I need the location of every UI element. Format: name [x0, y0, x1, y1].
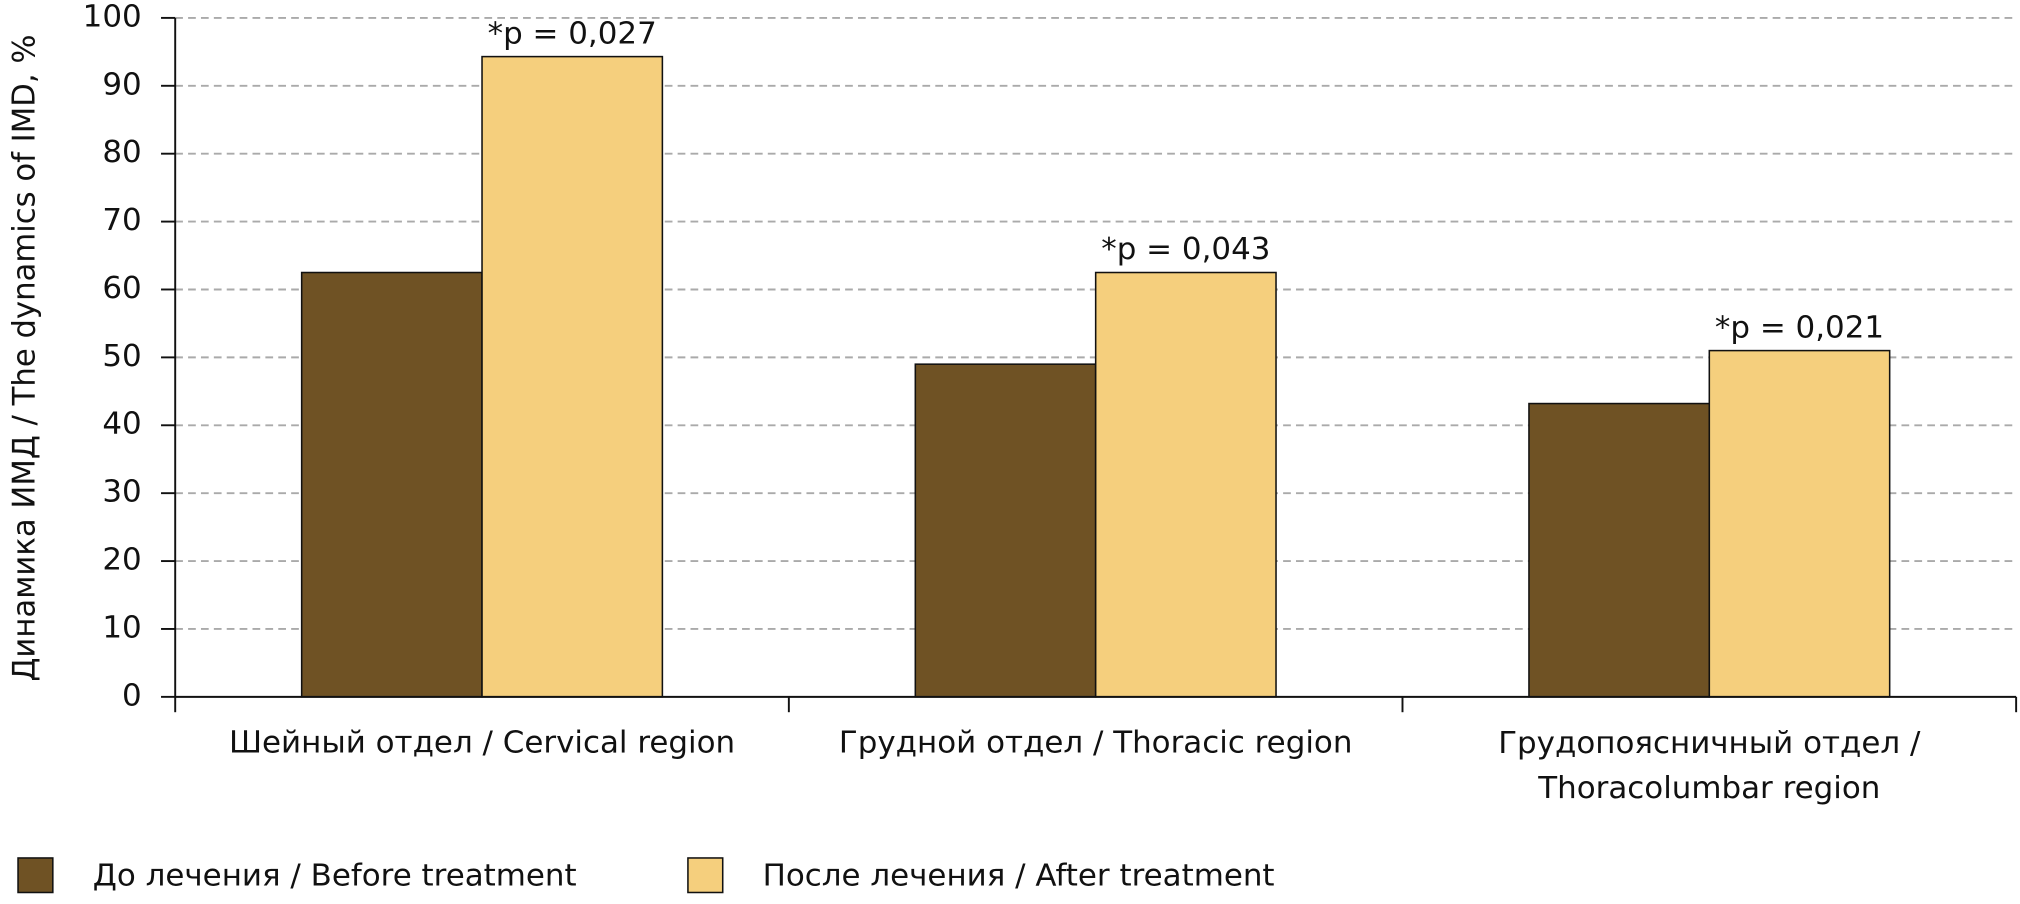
- annotation: *p = 0,043: [1101, 231, 1270, 267]
- bar: [481, 55, 664, 698]
- y-axis-label: Динамика ИМД / The dynamics of IMD, %: [6, 35, 42, 682]
- y-tick-label: 80: [102, 134, 141, 170]
- y-tick-label: 100: [83, 0, 142, 34]
- legend-label: После лечения / After treatment: [763, 858, 1275, 894]
- bar: [1528, 402, 1711, 698]
- y-tick-label: 20: [102, 542, 141, 578]
- x-tick-label: Шейный отдел / Cervical region: [229, 725, 735, 761]
- legend-label: До лечения / Before treatment: [93, 858, 577, 894]
- y-tick-label: 30: [102, 474, 141, 510]
- y-tick-label: 40: [102, 406, 141, 442]
- y-tick-label: 0: [122, 677, 142, 713]
- legend-swatch: [687, 857, 724, 894]
- y-tick-label: 60: [102, 270, 141, 306]
- x-tick-label: Грудопоясничный отдел / Thoracolumbar reg…: [1498, 725, 1921, 806]
- y-tick-label: 10: [102, 610, 141, 646]
- legend-swatch: [17, 857, 54, 894]
- annotation: *p = 0,021: [1715, 309, 1884, 345]
- y-tick-label: 50: [102, 338, 141, 374]
- x-tick-label: Грудной отдел / Thoracic region: [839, 725, 1353, 761]
- bar: [1094, 271, 1277, 698]
- y-tick-label: 90: [102, 66, 141, 102]
- bar: [1708, 349, 1891, 698]
- y-tick-label: 70: [102, 202, 141, 238]
- bar: [300, 271, 483, 698]
- bar: [914, 363, 1097, 698]
- annotation: *p = 0,027: [488, 15, 657, 51]
